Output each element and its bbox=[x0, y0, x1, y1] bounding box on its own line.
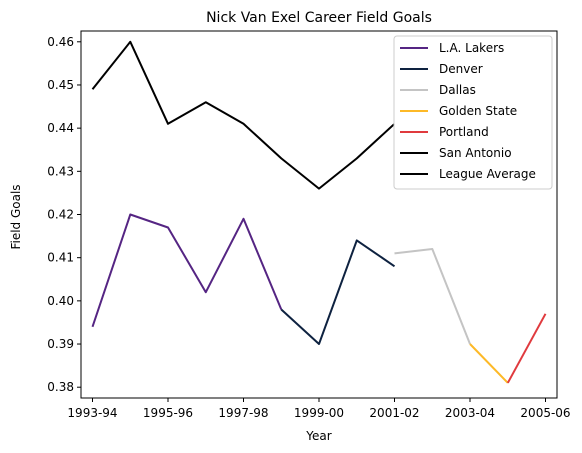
y-axis-ticks: 0.38 0.39 0.40 0.41 0.42 0.43 0.44 0.45 0.46 bbox=[47, 35, 81, 394]
y-tick-label: 0.40 bbox=[47, 294, 74, 308]
x-axis-label: Year bbox=[305, 429, 331, 443]
series-line-4 bbox=[506, 313, 547, 384]
x-tick-label: 2005-06 bbox=[520, 406, 570, 420]
series-line-3 bbox=[469, 343, 509, 384]
chart-title: Nick Van Exel Career Field Goals bbox=[206, 10, 432, 26]
y-tick-label: 0.45 bbox=[47, 78, 74, 92]
legend: L.A. Lakers Denver Dallas Golden State Portl… bbox=[393, 35, 553, 190]
y-tick-label: 0.42 bbox=[47, 208, 74, 222]
x-tick-label: 2003-04 bbox=[445, 406, 495, 420]
legend-label: Golden State bbox=[439, 104, 517, 118]
x-tick-label: 1995-96 bbox=[143, 406, 193, 420]
legend-label: L.A. Lakers bbox=[439, 41, 504, 55]
y-tick-label: 0.41 bbox=[47, 251, 74, 265]
x-axis-ticks: 1993-94 1995-96 1997-98 1999-00 2001-02 2003-… bbox=[67, 398, 571, 420]
series-line-2 bbox=[394, 248, 471, 345]
series-line-0 bbox=[91, 213, 283, 328]
x-tick-label: 1993-94 bbox=[67, 406, 117, 420]
legend-label: Denver bbox=[439, 62, 483, 76]
y-tick-label: 0.46 bbox=[47, 35, 74, 49]
legend-box bbox=[393, 35, 553, 190]
y-tick-label: 0.38 bbox=[47, 380, 74, 394]
x-tick-label: 1997-98 bbox=[218, 406, 268, 420]
series-line-6 bbox=[91, 40, 396, 190]
x-tick-label: 2001-02 bbox=[369, 406, 419, 420]
legend-label: San Antonio bbox=[439, 146, 512, 160]
legend-label: League Average bbox=[439, 167, 536, 181]
y-tick-label: 0.43 bbox=[47, 164, 74, 178]
x-tick-label: 1999-00 bbox=[294, 406, 344, 420]
legend-label: Portland bbox=[439, 125, 489, 139]
y-axis-label: Field Goals bbox=[9, 184, 23, 249]
y-tick-label: 0.44 bbox=[47, 121, 74, 135]
series-layer bbox=[91, 40, 547, 384]
y-tick-label: 0.39 bbox=[47, 337, 74, 351]
series-line-1 bbox=[280, 239, 396, 345]
legend-label: Dallas bbox=[439, 83, 476, 97]
plot-area: 1993-94 1995-96 1997-98 1999-00 2001-02 2003-… bbox=[47, 30, 571, 420]
